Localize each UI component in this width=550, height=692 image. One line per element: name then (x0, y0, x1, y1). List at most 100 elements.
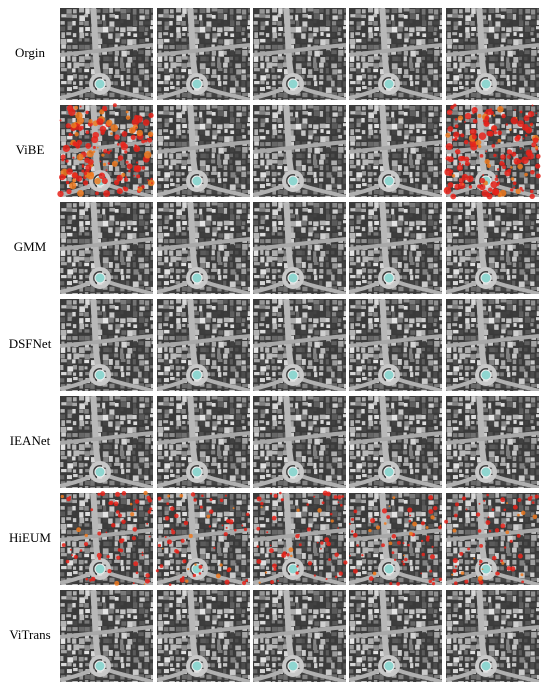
detection-point (330, 519, 334, 523)
detection-point (521, 123, 529, 131)
detection-point (117, 155, 124, 161)
detection-point (477, 529, 482, 533)
detection-point (179, 577, 185, 583)
detection-point (497, 138, 502, 143)
detection-point (521, 156, 529, 165)
detection-overlay (256, 490, 348, 585)
detection-point (493, 153, 497, 158)
detection-point (484, 158, 490, 165)
row-label: IEANet (10, 433, 51, 448)
detection-point (420, 572, 423, 575)
detection-point (144, 578, 150, 584)
detection-point (260, 506, 263, 509)
detection-point (298, 543, 302, 547)
detection-point (60, 154, 66, 160)
detection-point (338, 571, 343, 576)
detection-point (313, 574, 317, 577)
detection-point (516, 533, 521, 538)
detection-point (166, 502, 170, 506)
detection-point (469, 128, 477, 136)
detection-point (88, 119, 93, 124)
detection-point (350, 530, 354, 533)
result-image (446, 299, 543, 396)
detection-point (74, 105, 79, 110)
detection-point (522, 137, 525, 140)
detection-point (175, 549, 180, 554)
detection-point (495, 175, 498, 178)
detection-point (484, 121, 489, 126)
detection-point (433, 505, 438, 511)
detection-point (84, 533, 88, 538)
detection-point (486, 493, 490, 497)
detection-point (451, 573, 454, 576)
detection-point (103, 149, 108, 154)
detection-point (512, 504, 518, 510)
detection-point (206, 514, 211, 519)
detection-point (132, 124, 139, 130)
detection-point (506, 149, 513, 155)
detection-point (128, 169, 131, 173)
detection-point (65, 559, 70, 564)
detection-point (370, 517, 376, 524)
detection-point (478, 563, 481, 566)
result-image (157, 202, 254, 299)
detection-point (521, 580, 525, 584)
detection-point (343, 560, 348, 565)
detection-point (501, 113, 506, 119)
detection-point (288, 547, 294, 553)
detection-point (180, 538, 185, 543)
detection-point (349, 522, 351, 525)
detection-point (452, 528, 457, 533)
detection-point (420, 539, 424, 543)
result-image (349, 8, 446, 105)
detection-point (113, 501, 119, 507)
detection-point (506, 154, 511, 159)
detection-point (449, 169, 454, 174)
detection-point (281, 498, 284, 501)
detection-point (468, 185, 473, 189)
detection-point (157, 543, 162, 548)
detection-point (503, 546, 507, 549)
detection-point (181, 576, 185, 579)
detection-point (462, 183, 464, 186)
detection-overlay (349, 495, 443, 586)
detection-point (464, 112, 472, 120)
detection-point (325, 577, 328, 581)
detection-point (224, 579, 230, 585)
detection-point (428, 509, 434, 515)
detection-point (517, 120, 525, 127)
detection-point (232, 507, 235, 510)
detection-point (121, 131, 128, 137)
detection-point (461, 496, 467, 501)
detection-point (106, 555, 110, 559)
detection-point (126, 163, 133, 170)
detection-point (478, 559, 483, 564)
result-image (349, 493, 446, 590)
detection-point (439, 524, 442, 527)
result-image (349, 105, 446, 202)
detection-point (272, 563, 277, 569)
detection-point (407, 507, 413, 513)
detection-point (148, 535, 151, 538)
row-label: ViBE (16, 142, 45, 157)
result-image (157, 396, 254, 493)
detection-point (135, 115, 143, 123)
detection-point (99, 125, 107, 133)
detection-point (386, 515, 391, 519)
detection-point (133, 561, 139, 567)
detection-point (256, 526, 261, 531)
detection-point (337, 527, 339, 529)
detection-point (107, 162, 110, 165)
detection-point (453, 131, 460, 138)
detection-point (320, 541, 324, 545)
detection-point (532, 137, 539, 144)
detection-point (482, 174, 485, 176)
detection-point (481, 568, 484, 570)
detection-point (85, 110, 89, 114)
detection-point (467, 547, 471, 551)
detection-point (62, 144, 70, 153)
detection-point (241, 524, 244, 527)
detection-point (269, 492, 273, 495)
detection-point (94, 177, 101, 185)
result-image (253, 202, 350, 299)
